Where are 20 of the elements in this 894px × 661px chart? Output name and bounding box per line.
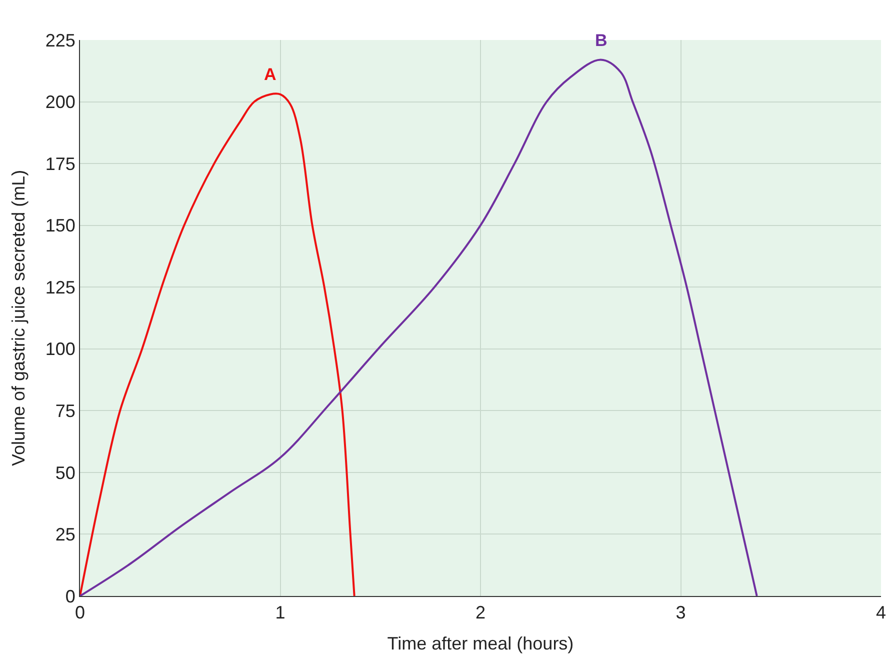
x-axis-title: Time after meal (hours) — [387, 634, 574, 654]
x-tick-label: 1 — [275, 602, 286, 623]
y-tick-label: 75 — [55, 400, 76, 421]
line-series — [80, 92, 356, 596]
y-tick-label: 0 — [65, 586, 76, 606]
series-label: B — [595, 31, 608, 50]
y-tick-label: 25 — [55, 524, 76, 545]
series-label: A — [264, 65, 276, 84]
line-series — [80, 58, 758, 596]
y-tick-label: 125 — [45, 277, 76, 298]
y-axis-title: Volume of gastric juice secreted (mL) — [8, 170, 29, 466]
x-tick-label: 3 — [676, 602, 686, 623]
y-tick-label: 150 — [45, 216, 76, 236]
x-tick-label: 4 — [876, 602, 886, 623]
y-tick-label: 200 — [45, 92, 76, 112]
y-tick-label: 100 — [45, 339, 76, 360]
y-tick-label: 175 — [45, 154, 76, 174]
x-tick-label: 2 — [475, 602, 486, 623]
y-tick-label: 225 — [45, 30, 76, 50]
y-tick-label: 50 — [55, 462, 76, 483]
